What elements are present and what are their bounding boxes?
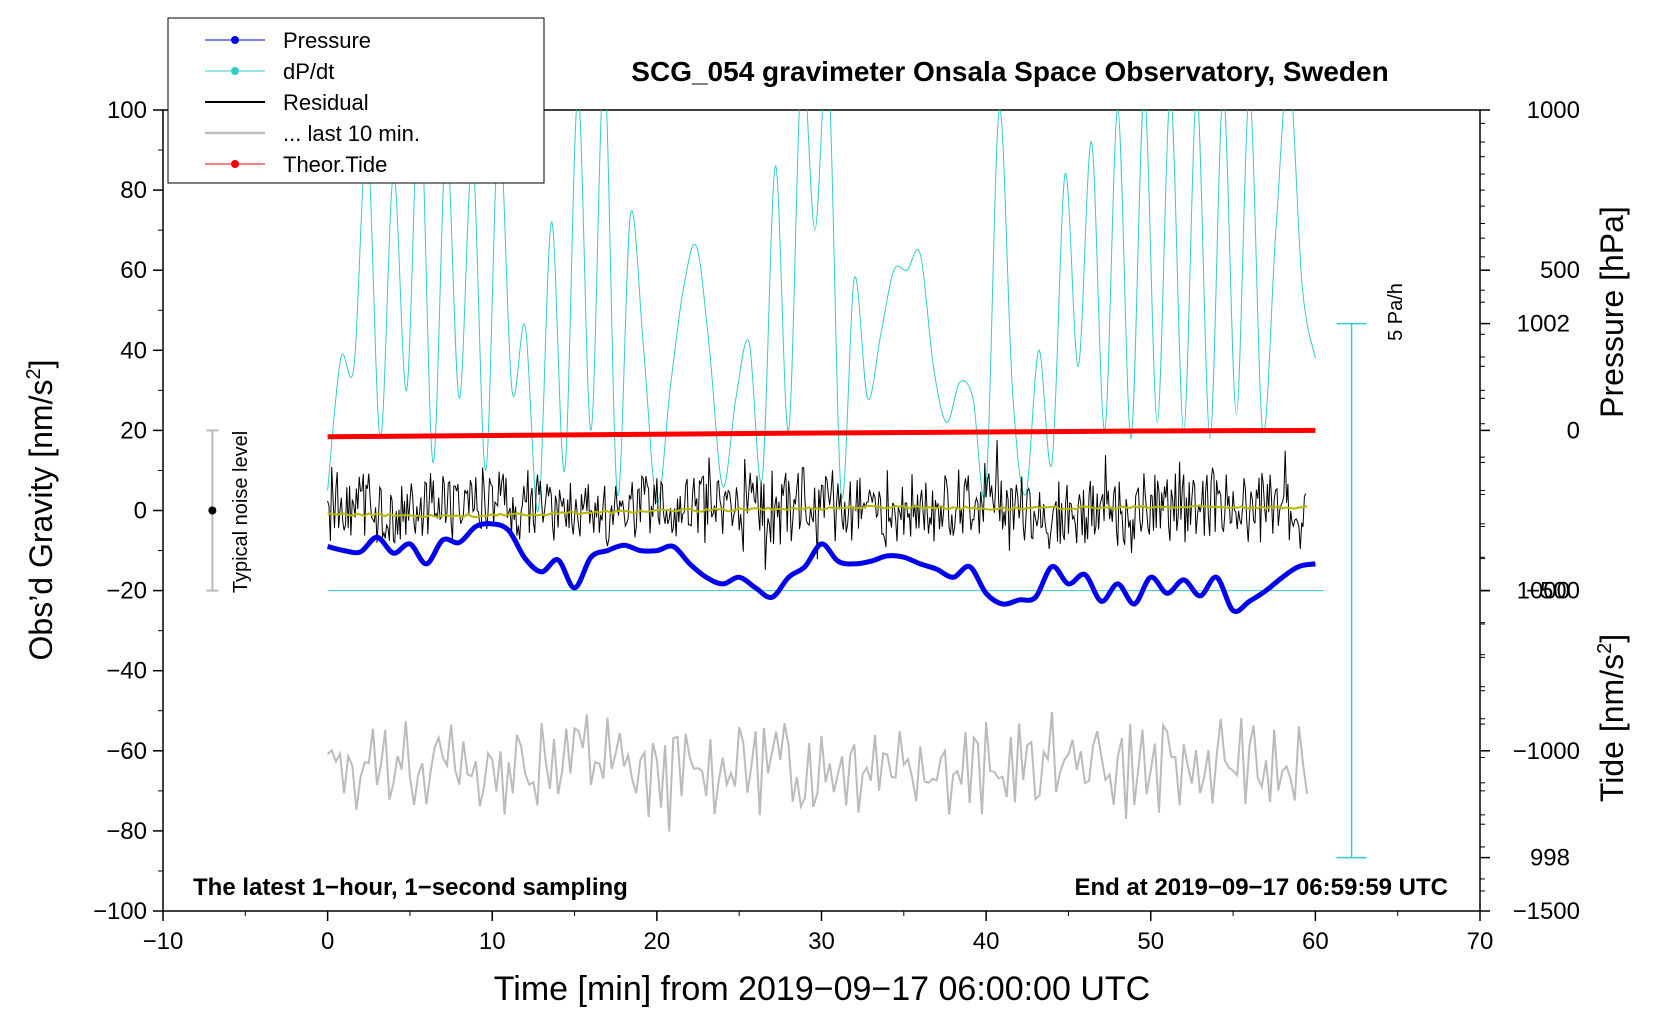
rate-scale-indicator: [1336, 322, 1367, 859]
x-tick-label: 40: [973, 928, 1000, 955]
y-left-tick-label: 20: [120, 417, 147, 444]
x-tick-label: 50: [1137, 928, 1164, 955]
legend-marker: [231, 67, 239, 75]
x-tick-label: 10: [479, 928, 506, 955]
series-pressure-line: [326, 521, 1316, 614]
tide-tick-label: 500: [1540, 257, 1580, 284]
y-left-tick-label: −20: [106, 578, 147, 605]
legend-label: Pressure: [283, 28, 371, 53]
series-dpdt-line: [327, 110, 1316, 512]
legend-label: Residual: [283, 90, 369, 115]
y-left-tick-label: 40: [120, 337, 147, 364]
y-axis-tide: −1500 −1000 −500 0 500 1000: [1480, 97, 1580, 925]
series-residual-line: [327, 440, 1307, 570]
y-axis-pressure-label: Pressure [hPa]: [1594, 206, 1630, 418]
noise-bar-dot: [208, 506, 217, 515]
chart-title: SCG_054 gravimeter Onsala Space Observat…: [631, 56, 1388, 87]
y-axis-pressure: 998 1000 1002: [1480, 122, 1570, 892]
y-axis-tide-label: Tide [nm/s2]: [1594, 634, 1630, 802]
rate-scale-label: 5 Pa/h: [1385, 283, 1407, 341]
y-left-tick-label: 60: [120, 257, 147, 284]
y-left-tick-label: −60: [106, 738, 147, 765]
legend-marker: [231, 36, 239, 44]
y-left-tick-label: −100: [93, 898, 147, 925]
series-tide-line: [327, 427, 1316, 440]
legend-marker: [231, 160, 239, 168]
tide-tick-label: −500: [1526, 578, 1580, 605]
y-left-tick-label: 0: [134, 498, 147, 525]
legend-label: Theor.Tide: [283, 152, 387, 177]
legend-label: dP/dt: [283, 59, 334, 84]
y-left-tick-label: −80: [106, 818, 147, 845]
x-tick-label: −10: [143, 928, 184, 955]
legend-label: ... last 10 min.: [283, 121, 420, 146]
x-axis: −10 0 10 20 30 40 50 60 70: [143, 911, 1494, 955]
y-left-tick-label: −40: [106, 658, 147, 685]
noise-level-indicator: [206, 429, 219, 592]
annotation-end-time: End at 2019−09−17 06:59:59 UTC: [1074, 874, 1448, 901]
x-axis-label: Time [min] from 2019−09−17 06:00:00 UTC: [494, 970, 1150, 1008]
tide-tick-label: 0: [1567, 417, 1580, 444]
tide-tick-label: −1000: [1513, 738, 1580, 765]
x-tick-label: 20: [644, 928, 671, 955]
y-axis-left: −100 −80 −60 −40 −20 0 20 40 60 80 100: [93, 97, 163, 925]
pressure-tick-label: 1002: [1517, 311, 1570, 338]
noise-level-label: Typical noise level: [230, 431, 252, 593]
y-axis-left-label: Obs’d Gravity [nm/s2]: [23, 360, 59, 661]
pressure-tick-label: 998: [1530, 845, 1570, 872]
x-tick-label: 0: [321, 928, 334, 955]
annotation-sampling: The latest 1−hour, 1−second sampling: [193, 874, 628, 901]
series-layer: [326, 110, 1324, 832]
legend-box: [167, 17, 545, 184]
y-left-tick-label: 100: [107, 97, 147, 124]
series-last10min-line: [326, 712, 1309, 832]
series-residual-smoothed-line: [327, 504, 1308, 519]
tide-tick-label: 1000: [1527, 97, 1580, 124]
y-left-tick-label: 80: [120, 177, 147, 204]
x-tick-label: 60: [1302, 928, 1329, 955]
tide-tick-label: −1500: [1513, 898, 1580, 925]
x-tick-label: 30: [808, 928, 835, 955]
x-tick-label: 70: [1467, 928, 1494, 955]
pressure-tick-label: 1000: [1517, 578, 1570, 605]
legend: Pressure dP/dt Residual ... last 10 min. The…: [167, 17, 545, 184]
